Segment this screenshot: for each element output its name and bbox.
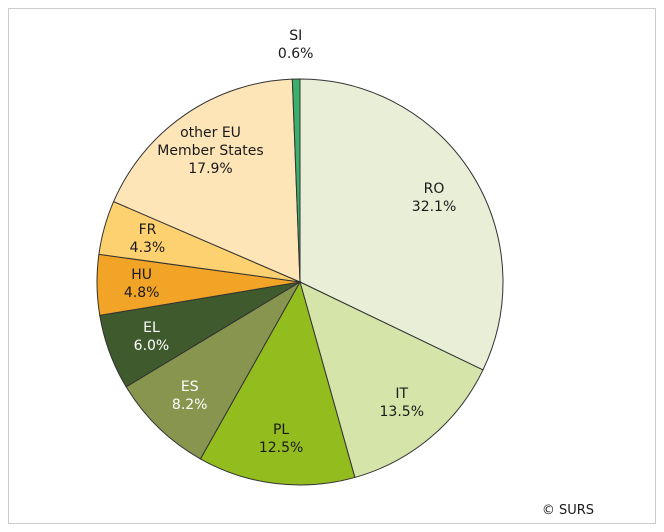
- slice-name: other EU Member States: [157, 125, 264, 160]
- slice-name: ES: [180, 378, 199, 395]
- slice-name: EL: [143, 319, 160, 336]
- pie-slice: [125, 280, 302, 460]
- slice-label: PL 12.5%: [201, 421, 361, 457]
- slice-label: HU 4.8%: [62, 266, 222, 302]
- slice-label: RO 32.1%: [354, 180, 514, 216]
- pie-slice: [291, 78, 301, 283]
- pie-slice: [112, 78, 301, 283]
- slice-name: RO: [423, 180, 445, 197]
- slice-name: FR: [138, 222, 157, 239]
- slice-value: 0.6%: [277, 45, 314, 62]
- pie-slice: [199, 280, 356, 486]
- slice-value: 4.3%: [129, 240, 166, 257]
- slice-value: 8.2%: [171, 396, 208, 413]
- slice-name: SI: [289, 27, 303, 44]
- slice-value: 13.5%: [379, 404, 424, 421]
- slice-label: IT 13.5%: [322, 385, 482, 421]
- slice-value: 6.0%: [133, 337, 170, 354]
- slice-label: FR 4.3%: [67, 221, 227, 257]
- slice-name: IT: [395, 386, 409, 403]
- slice-value: 17.9%: [188, 161, 233, 178]
- slice-label: ES 8.2%: [110, 378, 270, 414]
- slice-label: SI 0.6%: [216, 27, 376, 63]
- slice-value: 32.1%: [411, 198, 457, 215]
- source: © SURS: [541, 503, 594, 518]
- slice-label: EL 6.0%: [71, 319, 231, 355]
- slice-value: 4.8%: [123, 285, 160, 302]
- slice-name: PL: [272, 422, 290, 439]
- pie-slice: [299, 78, 504, 371]
- pie-slice: [299, 281, 484, 479]
- slice-label: other EU Member States 17.9%: [131, 124, 291, 178]
- slice-name: HU: [131, 267, 153, 284]
- slice-value: 12.5%: [258, 440, 304, 457]
